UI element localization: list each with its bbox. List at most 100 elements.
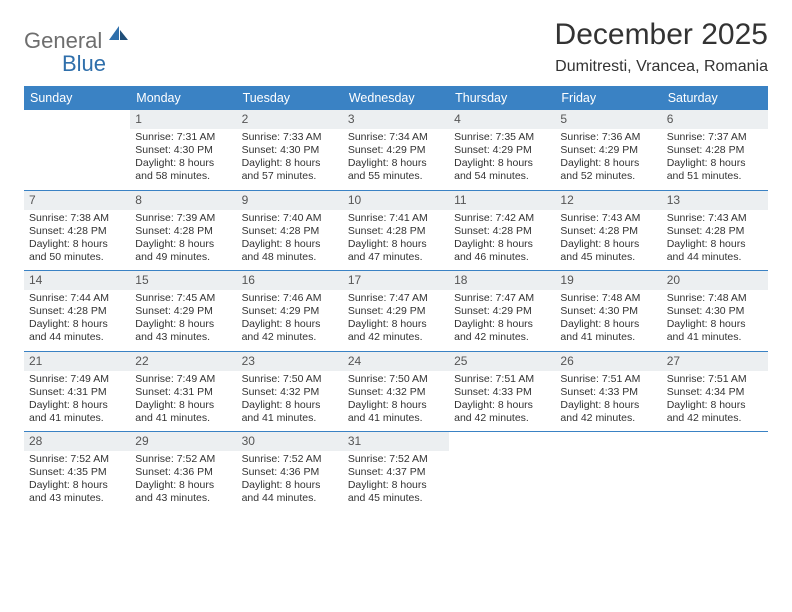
day-cell: 3Sunrise: 7:34 AMSunset: 4:29 PMDaylight… [343, 110, 449, 190]
calendar: Sunday Monday Tuesday Wednesday Thursday… [24, 86, 768, 512]
day-number: 4 [449, 110, 555, 129]
day-body: Sunrise: 7:40 AMSunset: 4:28 PMDaylight:… [237, 210, 343, 271]
sunrise-text: Sunrise: 7:48 AM [667, 292, 763, 305]
day-number: 16 [237, 271, 343, 290]
sunset-text: Sunset: 4:35 PM [29, 466, 125, 479]
sunset-text: Sunset: 4:28 PM [29, 225, 125, 238]
sunset-text: Sunset: 4:28 PM [135, 225, 231, 238]
day-body: Sunrise: 7:49 AMSunset: 4:31 PMDaylight:… [130, 371, 236, 432]
sunrise-text: Sunrise: 7:31 AM [135, 131, 231, 144]
day-number: 20 [662, 271, 768, 290]
day-cell: 8Sunrise: 7:39 AMSunset: 4:28 PMDaylight… [130, 191, 236, 271]
day-number: 28 [24, 432, 130, 451]
header: General Blue December 2025 Dumitresti, V… [24, 18, 768, 76]
day-number: 27 [662, 352, 768, 371]
sunrise-text: Sunrise: 7:37 AM [667, 131, 763, 144]
day-body: Sunrise: 7:52 AMSunset: 4:35 PMDaylight:… [24, 451, 130, 512]
day-cell: 12Sunrise: 7:43 AMSunset: 4:28 PMDayligh… [555, 191, 661, 271]
day-number: 22 [130, 352, 236, 371]
day-cell [449, 432, 555, 512]
sunset-text: Sunset: 4:34 PM [667, 386, 763, 399]
day-number: 29 [130, 432, 236, 451]
day-number: 10 [343, 191, 449, 210]
day-cell: 23Sunrise: 7:50 AMSunset: 4:32 PMDayligh… [237, 352, 343, 432]
day-number: 7 [24, 191, 130, 210]
sunset-text: Sunset: 4:28 PM [29, 305, 125, 318]
logo-text: General Blue [24, 24, 129, 76]
daylight-text: Daylight: 8 hours and 57 minutes. [242, 157, 338, 183]
day-number: 2 [237, 110, 343, 129]
day-cell: 2Sunrise: 7:33 AMSunset: 4:30 PMDaylight… [237, 110, 343, 190]
day-number: 12 [555, 191, 661, 210]
sunset-text: Sunset: 4:29 PM [135, 305, 231, 318]
daylight-text: Daylight: 8 hours and 54 minutes. [454, 157, 550, 183]
day-number: 14 [24, 271, 130, 290]
sunrise-text: Sunrise: 7:42 AM [454, 212, 550, 225]
day-body: Sunrise: 7:31 AMSunset: 4:30 PMDaylight:… [130, 129, 236, 190]
sunset-text: Sunset: 4:29 PM [348, 305, 444, 318]
sunset-text: Sunset: 4:33 PM [454, 386, 550, 399]
day-cell: 10Sunrise: 7:41 AMSunset: 4:28 PMDayligh… [343, 191, 449, 271]
sunrise-text: Sunrise: 7:52 AM [135, 453, 231, 466]
sunrise-text: Sunrise: 7:45 AM [135, 292, 231, 305]
day-body: Sunrise: 7:48 AMSunset: 4:30 PMDaylight:… [662, 290, 768, 351]
day-cell: 17 Sunrise: 7:47 AMSunset: 4:29 PMDayligh… [343, 271, 449, 351]
sunrise-text: Sunrise: 7:47 AM [348, 292, 444, 305]
day-number: 17 [343, 271, 449, 290]
day-body: Sunrise: 7:42 AMSunset: 4:28 PMDaylight:… [449, 210, 555, 271]
day-number: 31 [343, 432, 449, 451]
sunrise-text: Sunrise: 7:52 AM [29, 453, 125, 466]
sunset-text: Sunset: 4:30 PM [667, 305, 763, 318]
daylight-text: Daylight: 8 hours and 47 minutes. [348, 238, 444, 264]
sunrise-text: Sunrise: 7:49 AM [135, 373, 231, 386]
day-cell: 16Sunrise: 7:46 AMSunset: 4:29 PMDayligh… [237, 271, 343, 351]
daylight-text: Daylight: 8 hours and 45 minutes. [560, 238, 656, 264]
day-number: 3 [343, 110, 449, 129]
daylight-text: Daylight: 8 hours and 45 minutes. [348, 479, 444, 505]
weekday-header-row: Sunday Monday Tuesday Wednesday Thursday… [24, 86, 768, 110]
day-cell: 24Sunrise: 7:50 AMSunset: 4:32 PMDayligh… [343, 352, 449, 432]
day-body: Sunrise: 7:50 AMSunset: 4:32 PMDaylight:… [343, 371, 449, 432]
sunset-text: Sunset: 4:32 PM [242, 386, 338, 399]
sunrise-text: Sunrise: 7:43 AM [560, 212, 656, 225]
title-block: December 2025 Dumitresti, Vrancea, Roman… [555, 18, 768, 76]
day-body: Sunrise: 7:33 AMSunset: 4:30 PMDaylight:… [237, 129, 343, 190]
day-body: Sunrise: 7:37 AMSunset: 4:28 PMDaylight:… [662, 129, 768, 190]
day-body: Sunrise: 7:46 AMSunset: 4:29 PMDaylight:… [237, 290, 343, 351]
sunset-text: Sunset: 4:29 PM [242, 305, 338, 318]
day-number: 30 [237, 432, 343, 451]
day-number: 21 [24, 352, 130, 371]
location-text: Dumitresti, Vrancea, Romania [555, 58, 768, 76]
day-body: Sunrise: 7:52 AMSunset: 4:36 PMDaylight:… [237, 451, 343, 512]
day-cell: 6Sunrise: 7:37 AMSunset: 4:28 PMDaylight… [662, 110, 768, 190]
logo-word-1: General [24, 28, 102, 53]
sunset-text: Sunset: 4:31 PM [29, 386, 125, 399]
day-cell: 1Sunrise: 7:31 AMSunset: 4:30 PMDaylight… [130, 110, 236, 190]
day-cell: 14Sunrise: 7:44 AMSunset: 4:28 PMDayligh… [24, 271, 130, 351]
day-body: Sunrise: 7:38 AMSunset: 4:28 PMDaylight:… [24, 210, 130, 271]
day-body: Sunrise: 7:44 AMSunset: 4:28 PMDaylight:… [24, 290, 130, 351]
sunset-text: Sunset: 4:28 PM [667, 144, 763, 157]
daylight-text: Daylight: 8 hours and 55 minutes. [348, 157, 444, 183]
day-cell [662, 432, 768, 512]
day-number: 13 [662, 191, 768, 210]
day-number: 6 [662, 110, 768, 129]
day-number: 11 [449, 191, 555, 210]
day-cell: 19Sunrise: 7:48 AMSunset: 4:30 PMDayligh… [555, 271, 661, 351]
day-body: Sunrise: 7:48 AMSunset: 4:30 PMDaylight:… [555, 290, 661, 351]
sunset-text: Sunset: 4:28 PM [454, 225, 550, 238]
sunrise-text: Sunrise: 7:51 AM [667, 373, 763, 386]
day-body: Sunrise: 7:41 AMSunset: 4:28 PMDaylight:… [343, 210, 449, 271]
weekday-header: Wednesday [343, 86, 449, 110]
day-body: Sunrise: 7:52 AMSunset: 4:36 PMDaylight:… [130, 451, 236, 512]
sunrise-text: Sunrise: 7:52 AM [348, 453, 444, 466]
day-body: Sunrise: 7:47 AMSunset: 4:29 PMDaylight:… [449, 290, 555, 351]
day-body: Sunrise: 7:50 AMSunset: 4:32 PMDaylight:… [237, 371, 343, 432]
day-body: Sunrise: 7:43 AMSunset: 4:28 PMDaylight:… [662, 210, 768, 271]
daylight-text: Daylight: 8 hours and 43 minutes. [29, 479, 125, 505]
logo-word-2: Blue [62, 51, 106, 76]
daylight-text: Daylight: 8 hours and 42 minutes. [348, 318, 444, 344]
sunrise-text: Sunrise: 7:52 AM [242, 453, 338, 466]
daylight-text: Daylight: 8 hours and 41 minutes. [560, 318, 656, 344]
daylight-text: Daylight: 8 hours and 52 minutes. [560, 157, 656, 183]
